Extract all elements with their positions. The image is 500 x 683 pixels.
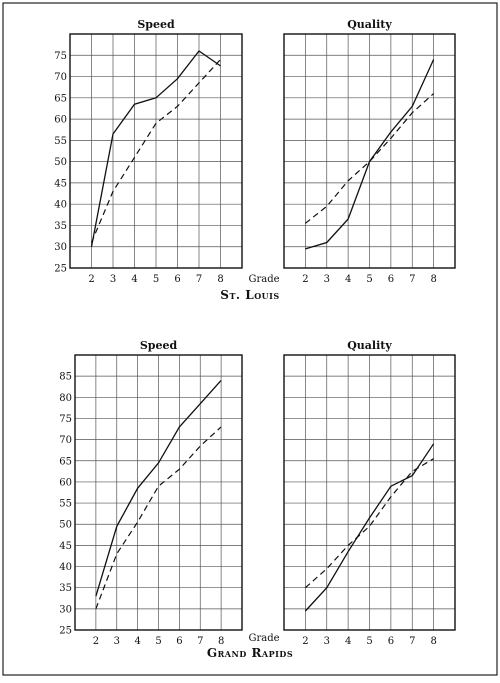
y-tick-label: 45 (59, 541, 72, 552)
x-tick-label: 3 (114, 636, 120, 647)
page-border (2, 2, 498, 676)
x-tick-label: 7 (197, 636, 203, 647)
y-tick-label: 60 (59, 477, 72, 488)
y-tick-label: 60 (54, 115, 67, 126)
x-tick-label: 4 (345, 274, 351, 285)
section-label: Grand Rapids (207, 646, 293, 660)
series-line-solid (90, 50, 221, 247)
x-tick-label: 3 (324, 274, 330, 285)
y-tick-label: 65 (59, 456, 72, 467)
x-tick-label: 8 (430, 274, 436, 285)
y-tick-label: 70 (59, 435, 72, 446)
y-tick-label: 55 (59, 499, 72, 510)
section-label: St. Louis (220, 288, 279, 302)
x-tick-label: 2 (302, 636, 308, 647)
x-tick-label: 8 (218, 636, 224, 647)
x-tick-label: 6 (176, 636, 182, 647)
y-tick-label: 40 (59, 562, 72, 573)
series-line-solid (95, 379, 222, 597)
y-tick-label: 25 (59, 626, 72, 637)
x-tick-label: 7 (409, 636, 415, 647)
x-tick-label: 6 (388, 274, 394, 285)
y-tick-label: 30 (59, 604, 72, 615)
x-axis-label: Grade (248, 274, 279, 285)
y-tick-label: 50 (59, 520, 72, 531)
series-line-solid (305, 59, 435, 250)
plot-frame (69, 33, 243, 269)
y-tick-label: 45 (54, 178, 67, 189)
x-tick-label: 4 (345, 636, 351, 647)
x-axis-label: Grade (248, 633, 279, 644)
x-tick-label: 3 (110, 274, 116, 285)
x-tick-label: 8 (430, 636, 436, 647)
x-tick-label: 2 (88, 274, 94, 285)
x-tick-label: 2 (302, 274, 308, 285)
y-tick-label: 85 (59, 372, 72, 383)
series-line-dashed (305, 93, 435, 224)
y-tick-label: 70 (54, 72, 67, 83)
chart-title: Quality (347, 18, 392, 31)
series-line-solid (304, 443, 435, 612)
x-tick-label: 7 (409, 274, 415, 285)
x-tick-label: 4 (134, 636, 140, 647)
x-tick-label: 5 (366, 636, 372, 647)
x-tick-label: 7 (196, 274, 202, 285)
x-tick-label: 8 (217, 274, 223, 285)
x-tick-label: 2 (93, 636, 99, 647)
chart-title: Speed (140, 339, 178, 352)
y-tick-label: 75 (54, 51, 67, 62)
plot-frame (74, 354, 243, 631)
y-tick-label: 75 (59, 414, 72, 425)
y-tick-label: 55 (54, 136, 67, 147)
chart-title: Speed (137, 18, 175, 31)
y-tick-label: 50 (54, 157, 67, 168)
y-tick-label: 35 (54, 221, 67, 232)
x-tick-label: 3 (324, 636, 330, 647)
y-tick-label: 30 (54, 242, 67, 253)
y-tick-label: 65 (54, 93, 67, 104)
y-tick-label: 40 (54, 200, 67, 211)
plot-frame (283, 33, 456, 269)
x-tick-label: 5 (366, 274, 372, 285)
plot-frame (283, 354, 456, 631)
x-tick-label: 5 (153, 274, 159, 285)
chart-title: Quality (347, 339, 392, 352)
x-tick-label: 6 (388, 636, 394, 647)
y-tick-label: 25 (54, 264, 67, 275)
y-tick-label: 35 (59, 583, 72, 594)
y-tick-label: 80 (59, 393, 72, 404)
x-tick-label: 4 (131, 274, 137, 285)
x-tick-label: 5 (155, 636, 161, 647)
x-tick-label: 6 (174, 274, 180, 285)
series-line-dashed (90, 59, 221, 243)
